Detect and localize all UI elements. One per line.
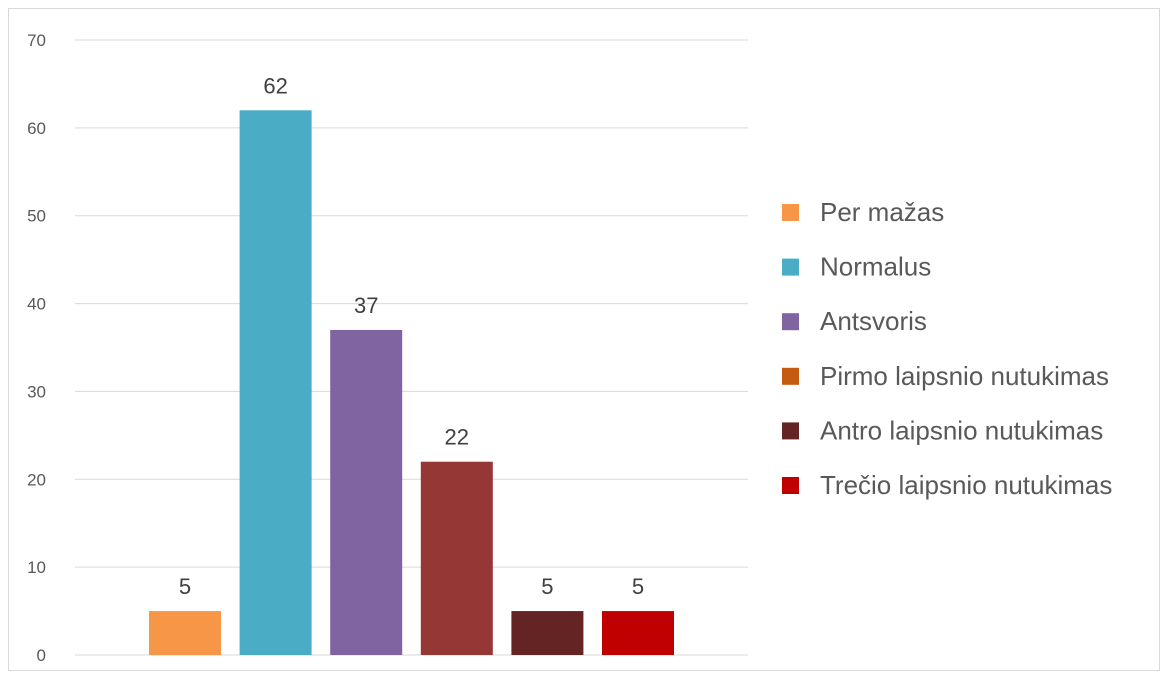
y-tick-label: 0: [37, 646, 46, 665]
legend-label: Antsvoris: [820, 306, 927, 336]
legend-swatch: [782, 422, 799, 440]
gridlines: [75, 39, 748, 656]
legend-swatch: [782, 367, 799, 385]
bar-1: [149, 611, 221, 655]
y-tick-label: 40: [27, 295, 46, 314]
legend-label: Antro laipsnio nutukimas: [820, 415, 1103, 445]
legend-label: Normalus: [820, 252, 931, 282]
legend-swatch: [782, 204, 799, 221]
data-label: 5: [179, 574, 191, 599]
data-label: 22: [445, 425, 469, 450]
y-tick-label: 50: [27, 207, 46, 226]
y-tick-label: 30: [27, 382, 46, 401]
y-axis-ticks: 0 10 20 30 40 50 60 70: [27, 31, 46, 665]
bar-5: [511, 611, 584, 655]
bars: [149, 110, 674, 656]
bar-6: [602, 611, 674, 655]
bar-3: [330, 329, 403, 655]
legend-swatch: [782, 258, 799, 276]
y-tick-label: 20: [27, 470, 46, 489]
data-label: 5: [541, 574, 553, 599]
y-tick-label: 10: [27, 558, 46, 577]
chart-frame: [8, 8, 1160, 671]
legend-label: Pirmo laipsnio nutukimas: [820, 361, 1109, 391]
y-tick-label: 60: [27, 119, 46, 138]
legend-label: Trečio laipsnio nutukimas: [820, 470, 1112, 500]
legend-swatch: [782, 477, 799, 494]
legend-label: Per mažas: [820, 197, 944, 227]
bar-2: [239, 110, 312, 656]
data-label: 62: [263, 73, 287, 98]
data-labels: 5 62 37 22 5 5: [179, 73, 644, 599]
data-label: 37: [354, 293, 378, 318]
legend: Per mažas Normalus Antsvoris Pirmo laipsnio…: [782, 197, 1112, 500]
y-tick-label: 70: [27, 31, 46, 50]
data-label: 5: [632, 574, 644, 599]
legend-swatch: [782, 313, 799, 331]
bar-4: [420, 461, 493, 655]
